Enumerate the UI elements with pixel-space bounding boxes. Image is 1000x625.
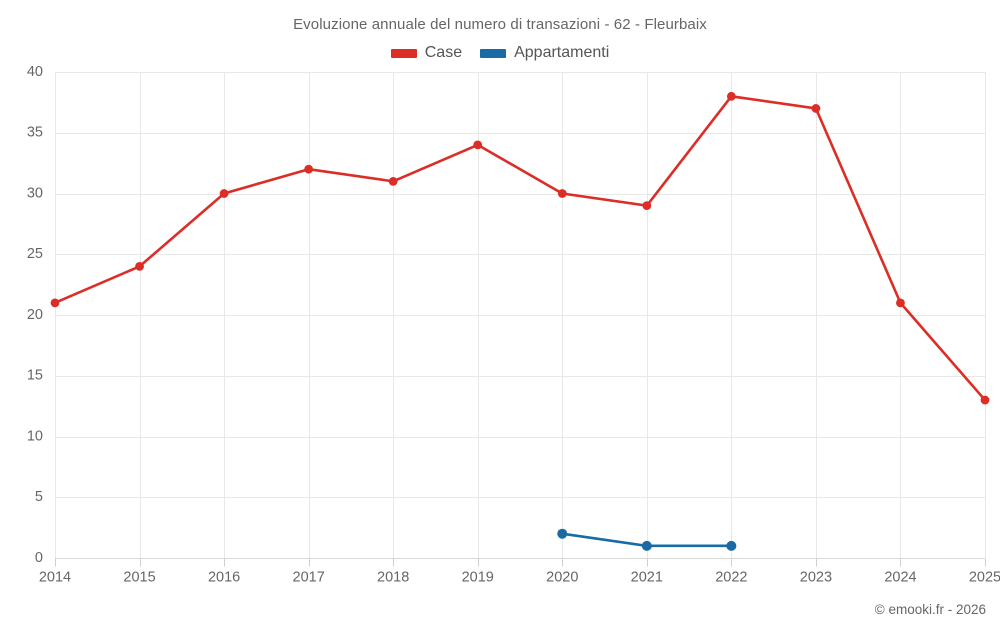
data-point[interactable]: [219, 189, 229, 198]
legend-item-appartamenti[interactable]: Appartamenti: [480, 44, 609, 62]
legend-label-case: Case: [424, 44, 463, 61]
data-point[interactable]: [557, 189, 567, 198]
y-axis-tick-label: 10: [27, 428, 43, 444]
data-point[interactable]: [811, 104, 821, 113]
y-axis-tick-labels: 0 5 10 15 20 25 30 35 40: [27, 64, 43, 566]
copyright-credit: © emooki.fr - 2026: [874, 602, 986, 617]
y-axis-tick-label: 20: [27, 307, 43, 323]
data-point[interactable]: [304, 164, 314, 174]
data-point[interactable]: [641, 540, 652, 551]
x-axis-tick-label: 2014: [39, 570, 71, 586]
data-point[interactable]: [388, 176, 398, 186]
data-point[interactable]: [557, 528, 568, 539]
data-point[interactable]: [135, 262, 144, 271]
y-axis-tick-label: 35: [27, 125, 43, 141]
x-axis-tick-label: 2018: [377, 570, 409, 586]
x-axis-tick-label: 2023: [800, 570, 832, 586]
data-point[interactable]: [50, 298, 60, 308]
x-axis-tick-labels: 2014 2015 2016 2017 2018 2019 2020 2021 2022 2023…: [39, 570, 1000, 586]
x-axis-tick-label: 2025: [969, 570, 1000, 586]
legend-swatch-case: [390, 48, 417, 58]
x-axis-tick-label: 2019: [462, 570, 494, 586]
grid-layer: [55, 72, 986, 559]
x-axis-tick-label: 2022: [715, 570, 747, 586]
legend-item-case[interactable]: Case: [390, 44, 463, 62]
series-appartamenti: [557, 528, 737, 551]
x-axis-tick-label: 2017: [293, 570, 325, 586]
chart-legend: Case Appartamenti: [0, 44, 1000, 62]
series-line-0: [53, 95, 987, 402]
x-axis-tick-label: 2020: [546, 570, 578, 586]
data-point[interactable]: [726, 91, 736, 101]
data-point[interactable]: [980, 395, 990, 405]
y-axis-tick-label: 0: [35, 550, 43, 566]
legend-label-appartamenti: Appartamenti: [514, 44, 610, 61]
y-axis-tick-label: 5: [35, 489, 43, 505]
x-axis-tick-label: 2016: [208, 570, 240, 586]
legend-swatch-appartamenti: [480, 48, 507, 58]
chart-title: Evoluzione annuale del numero di transaz…: [293, 16, 707, 33]
y-axis-tick-label: 15: [27, 368, 43, 384]
series-case: [50, 91, 990, 405]
y-axis-tick-label: 30: [27, 185, 43, 201]
data-point[interactable]: [642, 201, 652, 211]
axis-layer: [55, 558, 986, 567]
data-point[interactable]: [896, 298, 905, 308]
y-axis-tick-label: 40: [27, 64, 43, 80]
data-point[interactable]: [726, 540, 737, 551]
series-layer: [50, 91, 990, 551]
y-axis-tick-label: 25: [27, 246, 43, 262]
data-point[interactable]: [473, 140, 483, 150]
x-axis-tick-label: 2015: [123, 570, 155, 586]
x-axis-tick-label: 2024: [884, 570, 916, 586]
x-axis-tick-label: 2021: [631, 570, 663, 586]
